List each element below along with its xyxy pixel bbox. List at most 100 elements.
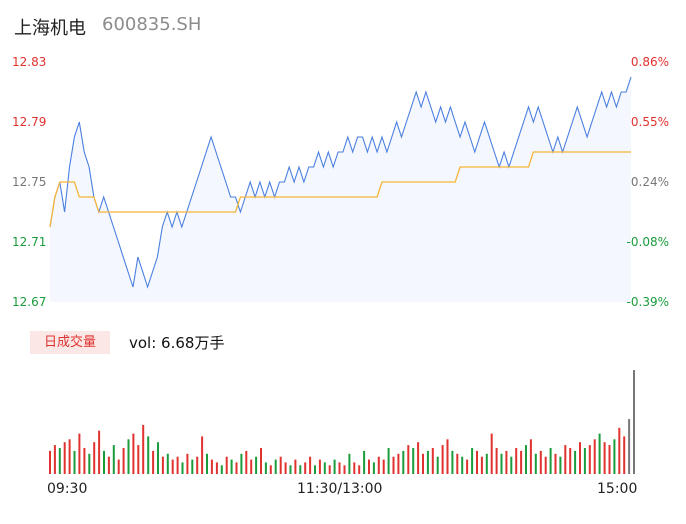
volume-bar	[397, 453, 400, 474]
volume-bar	[588, 445, 591, 474]
volume-bar	[564, 445, 567, 474]
volume-bar	[613, 439, 616, 474]
volume-bar	[618, 427, 621, 474]
volume-bar	[328, 465, 331, 474]
volume-bar	[402, 450, 405, 474]
volume-bar	[269, 465, 272, 474]
x-tick-midday: 11:30/13:00	[297, 481, 383, 497]
volume-bar	[304, 462, 307, 474]
volume-bar	[137, 445, 140, 474]
volume-bar	[525, 445, 527, 474]
volume-bar	[284, 462, 287, 474]
volume-bar	[147, 436, 150, 474]
y-tick-percent: 0.24%	[630, 175, 669, 189]
volume-bar	[372, 462, 375, 474]
volume-bar	[289, 465, 292, 474]
volume-bar	[250, 459, 253, 474]
volume-bar	[529, 439, 532, 474]
volume-bar	[157, 442, 159, 474]
volume-bar	[515, 448, 518, 474]
volume-bar	[485, 453, 488, 474]
volume-bar	[579, 442, 581, 474]
y-tick-price: 12.71	[12, 235, 47, 249]
volume-bar	[480, 456, 483, 474]
volume-bar	[240, 453, 243, 474]
volume-bar	[505, 450, 508, 474]
volume-bar	[196, 456, 199, 474]
volume-bar	[476, 450, 478, 474]
volume-bar	[363, 450, 366, 474]
volume-bar	[201, 436, 204, 474]
volume-bar	[318, 459, 321, 474]
volume-bar	[412, 448, 415, 474]
volume-bar	[431, 448, 434, 474]
volume-bar	[171, 459, 174, 474]
volume-bar	[559, 456, 562, 474]
volume-bar	[471, 448, 474, 474]
volume-bar	[426, 450, 429, 474]
volume-bar	[534, 453, 537, 474]
volume-bar	[166, 453, 169, 474]
volume-bar	[112, 445, 115, 474]
volume-bar	[127, 439, 130, 474]
volume-bar	[215, 462, 218, 474]
average-price-line	[49, 151, 631, 228]
volume-bar	[544, 456, 547, 474]
price-area	[50, 77, 631, 302]
y-tick-price: 12.75	[12, 175, 47, 189]
y-tick-price: 12.79	[12, 115, 47, 129]
volume-bar	[456, 453, 459, 474]
volume-bar	[78, 433, 81, 474]
volume-bar	[608, 445, 611, 474]
volume-bar	[58, 448, 61, 474]
volume-bar	[603, 442, 606, 474]
volume-bar	[264, 462, 267, 474]
volume-bar	[623, 436, 626, 474]
volume-bar	[436, 456, 439, 474]
volume-bar	[633, 370, 635, 474]
volume-bar	[407, 445, 410, 474]
volume-bar	[255, 456, 258, 474]
volume-bar	[490, 433, 493, 474]
y-tick-percent: -0.08%	[626, 235, 669, 249]
volume-bar	[191, 459, 194, 474]
volume-bar	[549, 448, 552, 474]
volume-bar	[451, 450, 454, 474]
volume-bar	[495, 448, 498, 474]
volume-bar	[510, 456, 513, 474]
stock-code: 600835.SH	[102, 14, 202, 35]
volume-bar	[53, 445, 56, 474]
volume-bar	[466, 459, 469, 474]
volume-bar	[63, 442, 66, 474]
volume-bar	[181, 462, 184, 474]
volume-bar	[593, 439, 596, 474]
x-tick-open: 09:30	[47, 481, 88, 497]
volume-bar	[382, 459, 385, 474]
volume-bar	[274, 459, 277, 474]
volume-bar	[500, 453, 503, 474]
volume-bar	[294, 459, 297, 474]
y-tick-percent: 0.86%	[630, 55, 669, 69]
volume-bar	[598, 433, 601, 474]
volume-bar	[422, 453, 424, 474]
x-tick-close: 15:00	[597, 481, 638, 497]
volume-bar	[73, 450, 76, 474]
volume-bar	[117, 459, 120, 474]
volume-bar	[103, 450, 105, 474]
volume-bar	[387, 448, 390, 474]
volume-bar	[225, 456, 228, 474]
volume-bar	[279, 456, 282, 474]
volume-bar	[377, 456, 380, 474]
volume-bar	[299, 465, 302, 474]
volume-bar	[161, 456, 164, 474]
y-tick-price: 12.83	[12, 55, 47, 69]
volume-bar	[314, 465, 316, 474]
volume-bar	[49, 450, 51, 474]
volume-bar	[230, 459, 233, 474]
volume-tab[interactable]: 日成交量	[30, 331, 110, 354]
volume-bar	[520, 450, 523, 474]
volume-bar	[461, 456, 464, 474]
volume-bar	[348, 453, 351, 474]
volume-bar	[368, 459, 370, 474]
